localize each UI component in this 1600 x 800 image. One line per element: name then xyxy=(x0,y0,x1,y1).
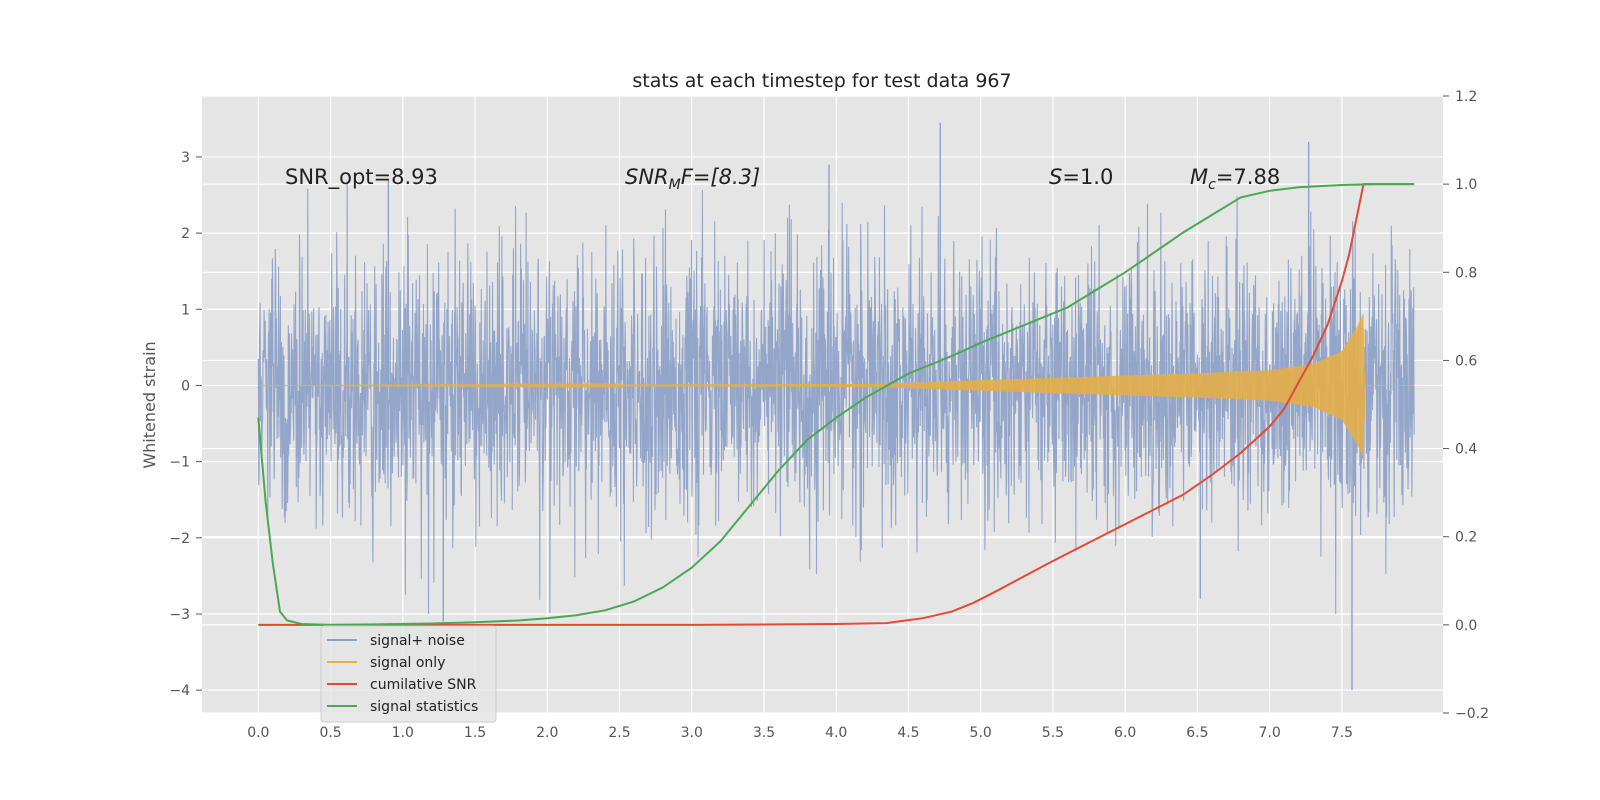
x-tick-label: 3.0 xyxy=(681,725,703,741)
x-tick-label: 4.5 xyxy=(897,725,919,741)
mc-rest: =7.88 xyxy=(1216,165,1280,189)
legend: signal+ noise signal only cumilative SNR si… xyxy=(320,625,497,723)
y2-tick-label: −0.2 xyxy=(1455,706,1489,722)
x-tick-label: 6.0 xyxy=(1114,725,1136,741)
x-tick-label: 5.0 xyxy=(970,725,992,741)
y-axis-left: −4 −3 −2 −1 0 1 2 3 xyxy=(169,150,202,699)
y-tick-label: −2 xyxy=(169,531,190,547)
x-tick-label: 4.0 xyxy=(825,725,847,741)
x-tick-label: 7.5 xyxy=(1331,725,1353,741)
series-cumulative-snr xyxy=(258,183,1415,626)
x-tick-label: 6.5 xyxy=(1186,725,1208,741)
snr-mf-f: F=[8.3] xyxy=(681,165,760,189)
y2-tick-label: 0.2 xyxy=(1455,530,1477,546)
snr-mf-main: SNR xyxy=(625,165,669,189)
x-tick-label: 3.5 xyxy=(753,725,775,741)
mc-sub: c xyxy=(1208,177,1216,193)
annotation-snr-opt: SNR_opt=8.93 xyxy=(285,165,438,190)
y2-tick-label: 1.2 xyxy=(1455,89,1477,105)
legend-label: signal+ noise xyxy=(370,633,465,649)
legend-label: signal statistics xyxy=(370,699,478,715)
x-tick-label: 5.5 xyxy=(1042,725,1064,741)
y-axis-label: Whitened strain xyxy=(140,341,159,468)
y-tick-label: −3 xyxy=(169,607,190,623)
annotation-s: S=1.0 xyxy=(1049,165,1113,189)
x-axis: 0.0 0.5 1.0 1.5 2.0 2.5 3.0 3.5 4.0 4.5 5.0 5.5 6.0 6… xyxy=(247,725,1353,741)
x-tick-label: 2.5 xyxy=(608,725,630,741)
series-layer xyxy=(257,122,1415,691)
y2-tick-label: 0.4 xyxy=(1455,442,1477,458)
y-tick-label: 1 xyxy=(181,302,190,318)
y2-tick-label: 0.0 xyxy=(1455,618,1477,634)
x-tick-label: 2.0 xyxy=(536,725,558,741)
annotation-mc: Mc=7.88 xyxy=(1190,165,1280,193)
s-italic: S xyxy=(1049,165,1062,189)
s-rest: =1.0 xyxy=(1062,165,1113,189)
series-signal-only xyxy=(258,314,1415,458)
x-tick-label: 0.5 xyxy=(319,725,341,741)
legend-label: signal only xyxy=(370,655,445,671)
legend-box xyxy=(320,625,497,723)
series-signal-statistics xyxy=(257,183,1415,626)
chart-title: stats at each timestep for test data 967 xyxy=(632,70,1011,92)
mc-main: M xyxy=(1190,165,1208,189)
x-tick-label: 1.0 xyxy=(392,725,414,741)
y-tick-label: 0 xyxy=(181,378,190,394)
y2-tick-label: 0.6 xyxy=(1455,353,1477,369)
y-axis-right: −0.2 0.0 0.2 0.4 0.6 0.8 1.0 1.2 xyxy=(1443,89,1489,722)
x-tick-label: 1.5 xyxy=(464,725,486,741)
y-tick-label: 2 xyxy=(181,226,190,242)
legend-label: cumilative SNR xyxy=(370,677,477,693)
y2-tick-label: 1.0 xyxy=(1455,177,1477,193)
x-tick-label: 7.0 xyxy=(1259,725,1281,741)
x-tick-label: 0.0 xyxy=(247,725,269,741)
y2-tick-label: 0.8 xyxy=(1455,265,1477,281)
y-tick-label: 3 xyxy=(181,150,190,166)
y-tick-label: −1 xyxy=(169,455,190,471)
snr-mf-sub: M xyxy=(669,177,681,193)
annotation-snr-mf: SNRMF=[8.3] xyxy=(625,165,760,193)
series-signal-noise xyxy=(257,181,1415,615)
y-tick-label: −4 xyxy=(169,683,190,699)
